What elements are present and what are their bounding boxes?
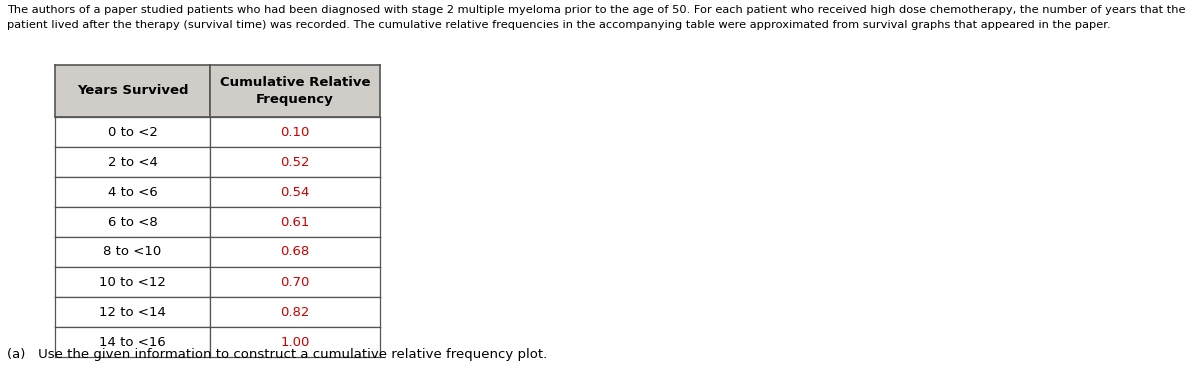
- Text: 4 to <6: 4 to <6: [108, 186, 157, 198]
- Text: (a)   Use the given information to construct a cumulative relative frequency plo: (a) Use the given information to constru…: [7, 348, 547, 361]
- Text: 0.70: 0.70: [281, 276, 310, 288]
- Text: 0.10: 0.10: [281, 126, 310, 138]
- Text: 0 to <2: 0 to <2: [108, 126, 157, 138]
- Text: 10 to <12: 10 to <12: [100, 276, 166, 288]
- Text: 12 to <14: 12 to <14: [100, 306, 166, 318]
- Text: Years Survived: Years Survived: [77, 84, 188, 98]
- Text: The authors of a paper studied patients who had been diagnosed with stage 2 mult: The authors of a paper studied patients …: [7, 5, 1186, 15]
- Text: 0.82: 0.82: [281, 306, 310, 318]
- Text: 6 to <8: 6 to <8: [108, 216, 157, 228]
- Text: 0.52: 0.52: [281, 156, 310, 168]
- Text: 0.54: 0.54: [281, 186, 310, 198]
- Text: patient lived after the therapy (survival time) was recorded. The cumulative rel: patient lived after the therapy (surviva…: [7, 20, 1111, 30]
- Text: 0.61: 0.61: [281, 216, 310, 228]
- Text: Cumulative Relative
Frequency: Cumulative Relative Frequency: [220, 76, 371, 105]
- Text: 1.00: 1.00: [281, 336, 310, 348]
- Text: 2 to <4: 2 to <4: [108, 156, 157, 168]
- Text: 8 to <10: 8 to <10: [103, 246, 162, 258]
- Text: 14 to <16: 14 to <16: [100, 336, 166, 348]
- Text: 0.68: 0.68: [281, 246, 310, 258]
